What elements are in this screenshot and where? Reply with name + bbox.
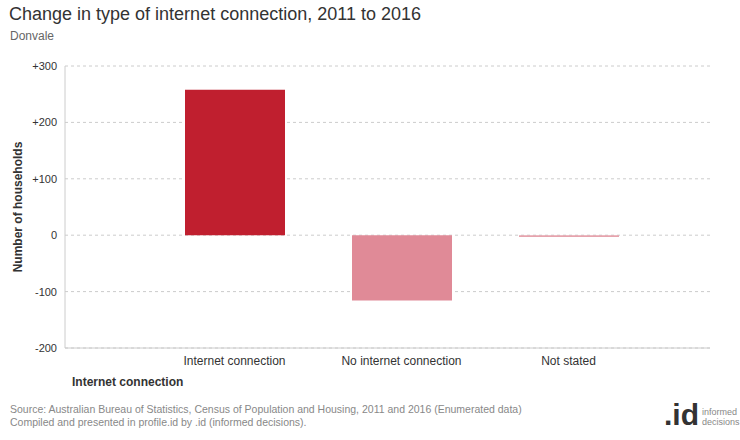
svg-text:+100: +100: [32, 173, 57, 185]
html-text:.id: .id: [664, 398, 699, 431]
html-text:Internet connection: Internet connection: [72, 375, 184, 389]
svg-text:+200: +200: [32, 116, 57, 128]
svg-text:-100: -100: [35, 286, 57, 298]
html-text:Change in type of internet con: Change in type of internet connection, 2…: [9, 4, 421, 24]
svg-text:0: 0: [51, 229, 57, 241]
svg-text:Internet connection: Internet connection: [183, 354, 285, 368]
html-text:informed decisions: informed decisions: [702, 407, 740, 427]
html-text:Compiled and presented in prof: Compiled and presented in profile.id by …: [10, 416, 307, 428]
html-text:Number of households: Number of households: [11, 141, 25, 273]
svg-text:No internet connection: No internet connection: [341, 354, 461, 368]
svg-text:-200: -200: [35, 342, 57, 354]
html-text:Donvale: Donvale: [10, 29, 54, 43]
svg-text:Not stated: Not stated: [541, 354, 596, 368]
svg-text:+300: +300: [32, 60, 57, 72]
html-text:Source: Australian Bureau of S: Source: Australian Bureau of Statistics,…: [10, 403, 522, 415]
